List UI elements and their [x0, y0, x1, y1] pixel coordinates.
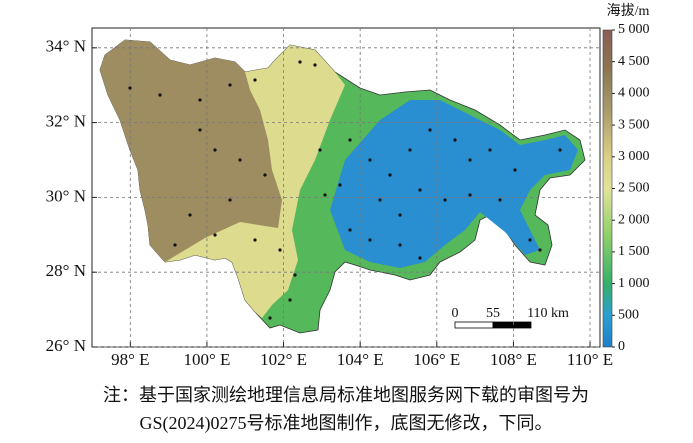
- colorbar-label: 3 500: [618, 117, 650, 132]
- station: [253, 78, 257, 82]
- station: [188, 213, 192, 217]
- station: [468, 158, 472, 162]
- station: [348, 228, 352, 232]
- x-tick-label: 104° E: [337, 350, 384, 369]
- colorbar-label: 5 000: [618, 22, 650, 37]
- station: [288, 298, 292, 302]
- scale-segment: [492, 321, 532, 329]
- x-tick-label: 110° E: [567, 350, 613, 369]
- station: [443, 198, 447, 202]
- station: [398, 213, 402, 217]
- station: [198, 98, 202, 102]
- station: [418, 256, 422, 260]
- station: [398, 243, 402, 247]
- colorbar-label: 4 000: [618, 86, 650, 101]
- station: [228, 83, 232, 87]
- scale-segment: [454, 321, 494, 329]
- station: [313, 63, 317, 67]
- station: [318, 148, 322, 152]
- station: [418, 188, 422, 192]
- scale-label: 55: [486, 306, 500, 321]
- colorbar-title: 海拔/m: [607, 3, 650, 19]
- station: [263, 173, 267, 177]
- station: [323, 193, 327, 197]
- colorbar-label: 3 000: [618, 149, 650, 164]
- colorbar-label: 0: [618, 339, 625, 354]
- station: [488, 148, 492, 152]
- scale-label: 110 km: [527, 306, 569, 321]
- station: [453, 138, 457, 142]
- station: [268, 316, 272, 320]
- station: [408, 148, 412, 152]
- x-tick-label: 98° E: [111, 350, 149, 369]
- y-tick-label: 28° N: [46, 261, 86, 280]
- station: [538, 248, 542, 252]
- scale-bar: 0 55 110 km: [452, 306, 569, 329]
- station: [278, 248, 282, 252]
- station: [348, 138, 352, 142]
- station: [498, 198, 502, 202]
- station: [213, 148, 217, 152]
- station: [298, 60, 302, 64]
- colorbar-label: 2 500: [618, 181, 650, 196]
- station: [528, 238, 532, 242]
- station: [513, 168, 517, 172]
- x-tick-label: 106° E: [413, 350, 460, 369]
- station: [253, 238, 257, 242]
- station: [128, 86, 132, 90]
- colorbar-label: 1 000: [618, 276, 650, 291]
- station: [368, 238, 372, 242]
- colorbar-label: 500: [618, 308, 639, 323]
- station: [228, 198, 232, 202]
- y-tick-label: 30° N: [46, 186, 86, 205]
- x-tick-label: 102° E: [260, 350, 307, 369]
- station: [368, 158, 372, 162]
- x-tick-label: 100° E: [183, 350, 230, 369]
- colorbar-label: 1 500: [618, 244, 650, 259]
- plateau: [100, 40, 282, 262]
- station: [293, 273, 297, 277]
- station: [238, 158, 242, 162]
- y-tick-label: 26° N: [46, 336, 86, 355]
- scale-label: 0: [452, 306, 459, 321]
- station: [558, 148, 562, 152]
- note-line: 注：基于国家测绘地理信息局标准地图服务网下载的审图号为: [103, 385, 589, 405]
- station: [198, 128, 202, 132]
- station: [388, 173, 392, 177]
- station: [158, 93, 162, 97]
- colorbar-label: 4 500: [618, 54, 650, 69]
- station: [378, 198, 382, 202]
- x-tick-label: 108° E: [490, 350, 537, 369]
- station: [428, 128, 432, 132]
- station: [173, 243, 177, 247]
- station: [213, 233, 217, 237]
- y-tick-label: 32° N: [46, 112, 86, 131]
- station: [468, 193, 472, 197]
- colorbar: [602, 29, 613, 348]
- basin: [330, 100, 578, 268]
- terrain: [99, 39, 586, 334]
- station: [338, 183, 342, 187]
- colorbar-label: 2 000: [618, 212, 650, 227]
- note-line: GS(2024)0275号标准地图制作，底图无修改，下同。: [140, 413, 553, 434]
- y-tick-label: 34° N: [46, 37, 86, 56]
